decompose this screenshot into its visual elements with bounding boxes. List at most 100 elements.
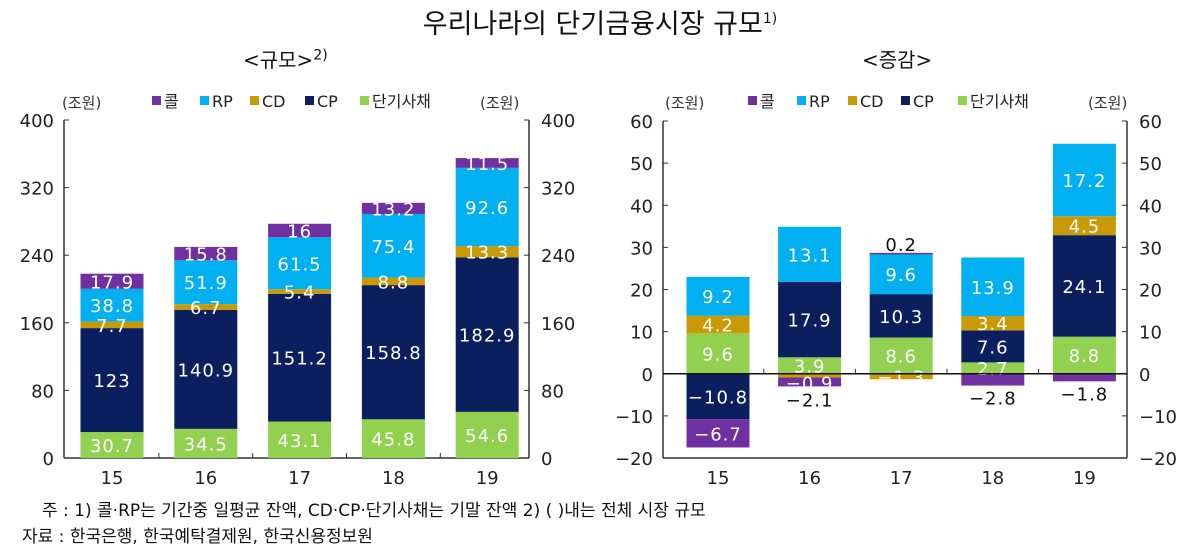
left-legend-swatch bbox=[152, 96, 161, 105]
right-ytick-label-right: 0 bbox=[1139, 365, 1150, 386]
left-bar-CP-17 bbox=[268, 293, 332, 422]
right-data-label: 13.1 bbox=[788, 245, 832, 266]
right-bar-CP-16 bbox=[778, 281, 842, 358]
left-ytick-label-right: 80 bbox=[541, 381, 564, 402]
left-ytick-label: 240 bbox=[20, 246, 54, 267]
right-ytick-label: 50 bbox=[630, 154, 653, 175]
left-bar-RP-18 bbox=[361, 213, 425, 278]
right-ytick-label-right: 20 bbox=[1139, 281, 1162, 302]
left-bar-콜-16 bbox=[174, 246, 238, 261]
left-bar-단기사채-19 bbox=[455, 411, 519, 458]
right-data-label: 13.9 bbox=[971, 278, 1015, 299]
left-ytick-label-right: 0 bbox=[541, 449, 552, 470]
left-bar-콜-19 bbox=[455, 158, 519, 168]
right-xtick-label: 15 bbox=[707, 468, 730, 489]
left-bar-RP-17 bbox=[268, 237, 332, 290]
right-data-label: 17.9 bbox=[788, 311, 832, 332]
left-ytick-label: 400 bbox=[20, 111, 54, 132]
left-data-label: 34.5 bbox=[184, 434, 228, 455]
right-bar-RP-15 bbox=[686, 276, 750, 316]
left-legend-swatch bbox=[305, 96, 314, 105]
left-data-label: 7.7 bbox=[96, 316, 128, 337]
left-bar-CD-15 bbox=[80, 321, 144, 329]
left-bar-CD-16 bbox=[174, 304, 238, 310]
right-bar-단기사채-15 bbox=[686, 333, 750, 374]
left-bar-CP-19 bbox=[455, 257, 519, 412]
right-ytick-label-right: −10 bbox=[1139, 407, 1177, 428]
right-data-label: −1.8 bbox=[1061, 384, 1109, 405]
right-legend-label: CD bbox=[860, 92, 884, 111]
left-xtick-label: 16 bbox=[194, 468, 217, 489]
left-data-label: 151.2 bbox=[271, 349, 328, 370]
right-ylabel: (조원) bbox=[665, 94, 704, 112]
left-ytick-label-right: 160 bbox=[541, 314, 575, 335]
right-data-label: 3.4 bbox=[977, 314, 1009, 335]
left-ylabel: (조원) bbox=[62, 94, 101, 112]
right-legend-swatch bbox=[848, 96, 857, 105]
right-ytick-label-right: 30 bbox=[1139, 238, 1162, 259]
left-legend-label: CP bbox=[317, 92, 338, 111]
right-data-label: 7.6 bbox=[977, 337, 1009, 358]
right-data-label: −0.9 bbox=[786, 374, 834, 395]
footnote: 주 : 1) 콜·RP는 기간중 일평균 잔액, CD·CP·단기사채는 기말 … bbox=[42, 501, 706, 521]
left-data-label: 38.8 bbox=[90, 296, 134, 317]
left-bar-콜-17 bbox=[268, 223, 332, 238]
right-ytick-label: 40 bbox=[630, 196, 653, 217]
right-ytick-label: 20 bbox=[630, 281, 653, 302]
left-data-label: 5.4 bbox=[284, 283, 316, 304]
left-data-label: 13.3 bbox=[465, 243, 509, 264]
right-data-label: 3.9 bbox=[794, 357, 826, 378]
left-data-label: 15.8 bbox=[184, 245, 228, 266]
figure-title: 우리나라의 단기금융시장 규모1) bbox=[0, 2, 1200, 41]
right-legend-label: 단기사채 bbox=[970, 92, 1029, 111]
right-bar-단기사채-19 bbox=[1052, 336, 1116, 374]
left-data-label: 140.9 bbox=[178, 360, 235, 381]
right-xtick-label: 18 bbox=[981, 468, 1004, 489]
left-data-label: 51.9 bbox=[184, 273, 228, 294]
left-legend-swatch bbox=[250, 96, 259, 105]
right-bar-CP-19 bbox=[1052, 235, 1116, 337]
left-data-label: 54.6 bbox=[465, 426, 509, 447]
left-bar-단기사채-15 bbox=[80, 432, 144, 458]
left-legend-swatch bbox=[360, 96, 369, 105]
left-bar-CD-17 bbox=[268, 289, 332, 294]
right-bar-RP-17 bbox=[869, 253, 933, 295]
right-chart-title: <증감> bbox=[862, 48, 933, 72]
right-bar-CD-16 bbox=[778, 373, 842, 378]
left-xtick-label: 19 bbox=[476, 468, 499, 489]
right-bar-CD-15 bbox=[686, 315, 750, 334]
left-data-label: 158.8 bbox=[365, 343, 422, 364]
right-bar-콜-19 bbox=[1052, 373, 1116, 382]
right-data-label: 24.1 bbox=[1062, 277, 1106, 298]
right-data-label: −6.7 bbox=[694, 424, 742, 445]
left-bar-RP-15 bbox=[80, 288, 144, 322]
right-ytick-label: −10 bbox=[615, 407, 653, 428]
right-data-label: −2.8 bbox=[969, 389, 1017, 410]
right-bar-CP-17 bbox=[869, 294, 933, 338]
right-data-label: 0.2 bbox=[885, 235, 917, 256]
left-data-label: 61.5 bbox=[278, 254, 322, 275]
right-legend-swatch bbox=[958, 96, 967, 105]
right-bar-RP-16 bbox=[778, 226, 842, 282]
right-bar-단기사채-16 bbox=[778, 357, 842, 374]
left-ytick-label-right: 320 bbox=[541, 179, 575, 200]
left-data-label: 92.6 bbox=[465, 198, 509, 219]
left-legend-label: 단기사채 bbox=[372, 92, 431, 111]
left-chart-title-note: 2) bbox=[313, 47, 328, 64]
right-xtick-label: 17 bbox=[890, 468, 913, 489]
left-ytick-label-right: 240 bbox=[541, 246, 575, 267]
right-bar-CD-17 bbox=[869, 373, 933, 380]
right-ytick-label-right: 40 bbox=[1139, 196, 1162, 217]
left-ylabel-right: (조원) bbox=[480, 94, 519, 112]
source-note: 자료 : 한국은행, 한국예탁결제원, 한국신용정보원 bbox=[22, 527, 373, 547]
right-legend-label: RP bbox=[809, 92, 830, 111]
left-bar-콜-15 bbox=[80, 273, 144, 289]
left-ytick-label: 80 bbox=[31, 381, 54, 402]
title-text: 우리나라의 단기금융시장 규모 bbox=[422, 9, 763, 40]
right-bar-콜-16 bbox=[778, 377, 842, 387]
left-data-label: 45.8 bbox=[371, 430, 415, 451]
right-ytick-label-right: 10 bbox=[1139, 323, 1162, 344]
left-legend-label: 콜 bbox=[164, 92, 179, 111]
left-legend-label: RP bbox=[212, 92, 233, 111]
right-data-label: 2.7 bbox=[977, 359, 1009, 380]
